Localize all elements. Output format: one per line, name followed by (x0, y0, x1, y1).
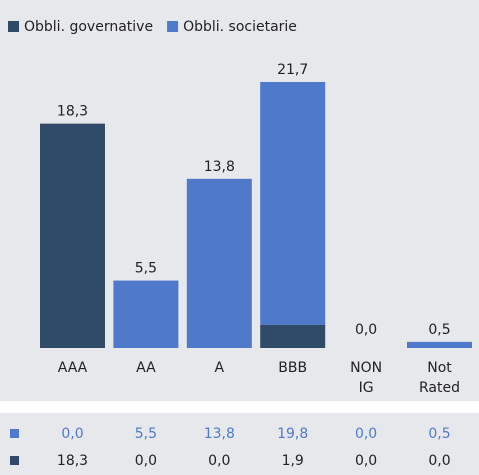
legend-swatch (167, 21, 179, 32)
bar-segment (186, 178, 252, 348)
bar-segment (407, 341, 472, 348)
table-cell: 0,0 (135, 453, 157, 469)
total-label: 18,3 (57, 104, 88, 120)
table-cell: 0,0 (208, 453, 230, 469)
bar-segment (260, 324, 326, 348)
legend-label: Obbli. societarie (183, 19, 297, 35)
bar-segment (113, 280, 179, 348)
legend-swatch (8, 21, 19, 32)
table-cell: 0,0 (355, 426, 377, 442)
total-label: 13,8 (204, 159, 235, 175)
table-cell: 0,5 (428, 426, 450, 442)
table-cell: 1,9 (282, 453, 304, 469)
x-tick-label: AA (136, 360, 156, 376)
table-cell: 0,0 (428, 453, 450, 469)
total-label: 0,0 (355, 322, 377, 338)
table-swatch (10, 456, 19, 465)
table-swatch (10, 429, 19, 438)
bar-segment (260, 81, 326, 325)
table-cell: 19,8 (277, 426, 308, 442)
x-tick-label: A (214, 360, 225, 376)
total-label: 21,7 (277, 62, 308, 78)
legend-label: Obbli. governative (24, 19, 153, 35)
separator (0, 401, 479, 413)
x-tick-label: Not Rated (419, 360, 460, 396)
table-cell: 13,8 (204, 426, 235, 442)
table-cell: 18,3 (57, 453, 88, 469)
x-tick-label: BBB (278, 360, 308, 376)
total-label: 0,5 (428, 322, 450, 338)
table-cell: 0,0 (61, 426, 83, 442)
bar-segment (40, 123, 105, 348)
table-cell: 5,5 (135, 426, 157, 442)
total-label: 5,5 (135, 261, 157, 277)
table-cell: 0,0 (355, 453, 377, 469)
x-tick-label: NON IG (350, 360, 383, 396)
x-tick-label: AAA (57, 360, 88, 376)
